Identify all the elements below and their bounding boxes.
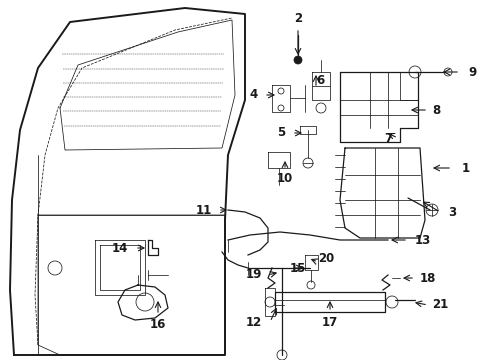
Circle shape xyxy=(294,56,302,64)
Text: 5: 5 xyxy=(277,126,285,139)
Text: 1: 1 xyxy=(462,162,470,175)
Text: 20: 20 xyxy=(318,252,334,265)
Text: 2: 2 xyxy=(294,12,302,24)
Text: 10: 10 xyxy=(277,171,293,184)
Text: 9: 9 xyxy=(468,66,476,78)
Text: 4: 4 xyxy=(250,89,258,102)
Text: 16: 16 xyxy=(150,319,166,332)
Text: 21: 21 xyxy=(432,298,448,311)
Text: 18: 18 xyxy=(420,271,437,284)
Text: 19: 19 xyxy=(245,269,262,282)
Text: 7: 7 xyxy=(384,131,392,144)
Text: 12: 12 xyxy=(246,315,262,328)
Text: 17: 17 xyxy=(322,315,338,328)
Text: 13: 13 xyxy=(415,234,431,247)
Text: 11: 11 xyxy=(196,203,212,216)
Text: 15: 15 xyxy=(290,261,306,274)
Text: 8: 8 xyxy=(432,104,440,117)
Text: 6: 6 xyxy=(316,73,324,86)
Text: 14: 14 xyxy=(112,242,128,255)
Text: 3: 3 xyxy=(448,206,456,219)
